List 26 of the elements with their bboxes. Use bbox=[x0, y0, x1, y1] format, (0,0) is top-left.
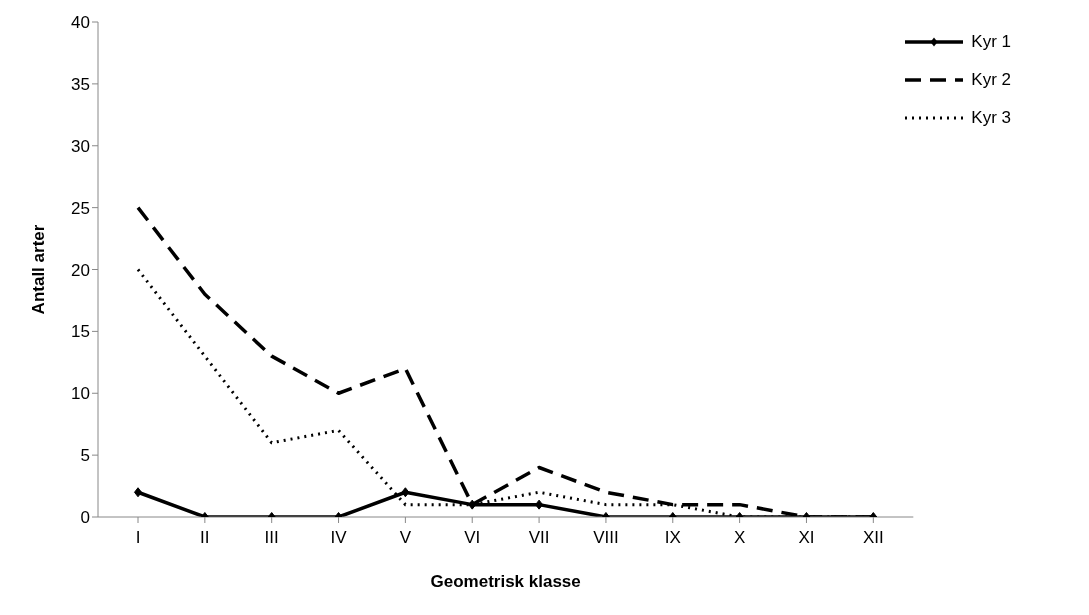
x-tick-label: III bbox=[264, 528, 279, 548]
y-tick-label: 0 bbox=[80, 508, 90, 528]
y-tick-label: 30 bbox=[71, 136, 90, 156]
x-tick-label: XII bbox=[862, 528, 884, 548]
x-tick-label: VI bbox=[464, 528, 481, 548]
legend-label: Kyr 1 bbox=[971, 32, 1011, 52]
x-tick-label: V bbox=[399, 528, 412, 548]
y-tick-label: 35 bbox=[71, 74, 90, 94]
x-tick-label: VII bbox=[528, 528, 550, 548]
x-tick-label: IX bbox=[664, 528, 681, 548]
legend-label: Kyr 3 bbox=[971, 108, 1011, 128]
x-axis-title: Geometrisk klasse bbox=[430, 572, 581, 591]
x-tick-label: I bbox=[135, 528, 141, 548]
y-tick-label: 40 bbox=[71, 13, 90, 33]
y-tick-label: 20 bbox=[71, 260, 90, 280]
y-tick-label: 15 bbox=[71, 322, 90, 342]
legend-label: Kyr 2 bbox=[971, 70, 1011, 90]
y-tick-label: 5 bbox=[80, 446, 90, 466]
x-tick-label: XI bbox=[798, 528, 815, 548]
y-axis-title: Antall arter bbox=[29, 224, 49, 315]
x-tick-label: II bbox=[200, 528, 210, 548]
x-tick-label: VIII bbox=[593, 528, 619, 548]
x-tick-label: IV bbox=[330, 528, 348, 548]
x-tick-label: X bbox=[733, 528, 746, 548]
y-tick-label: 25 bbox=[71, 198, 90, 218]
y-tick-label: 10 bbox=[71, 384, 90, 404]
